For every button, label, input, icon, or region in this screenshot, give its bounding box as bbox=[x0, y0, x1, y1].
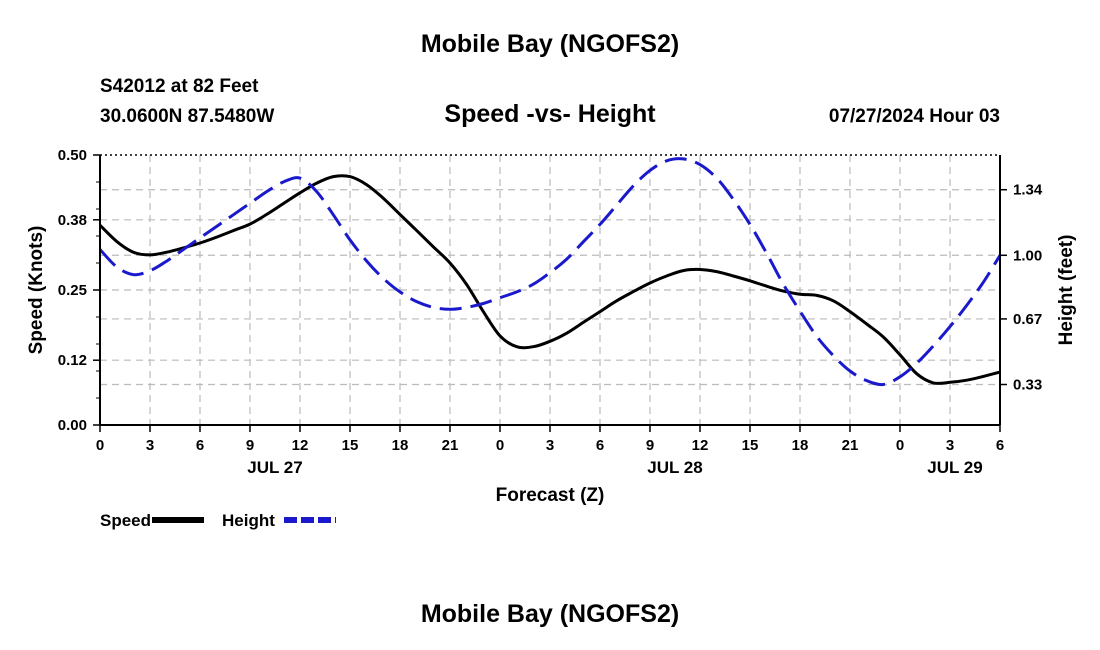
y-left-tick-label: 0.00 bbox=[58, 417, 87, 434]
x-tick-label: 9 bbox=[646, 437, 654, 454]
y-left-tick-label: 0.50 bbox=[58, 147, 87, 164]
y-right-tick-label: 0.67 bbox=[1013, 311, 1042, 328]
y-right-tick-label: 0.33 bbox=[1013, 377, 1042, 394]
series-layer bbox=[98, 157, 1002, 387]
x-tick-label: 21 bbox=[442, 437, 459, 454]
y-right-tick-label: 1.00 bbox=[1013, 247, 1042, 264]
grid bbox=[100, 155, 1000, 425]
x-tick-label: 15 bbox=[342, 437, 359, 454]
x-tick-label: 3 bbox=[546, 437, 554, 454]
x-tick-label: 0 bbox=[896, 437, 904, 454]
y-left-tick-label: 0.38 bbox=[58, 212, 87, 229]
y-left-tick-label: 0.12 bbox=[58, 352, 87, 369]
x-tick-label: 12 bbox=[692, 437, 709, 454]
legend-label-speed: Speed bbox=[100, 511, 151, 530]
y-left-tick-label: 0.25 bbox=[58, 282, 87, 299]
station-label: S42012 at 82 Feet bbox=[100, 76, 259, 97]
chart-title: Mobile Bay (NGOFS2) bbox=[420, 30, 680, 58]
x-tick-label: 3 bbox=[146, 437, 154, 454]
footer-title: Mobile Bay (NGOFS2) bbox=[420, 600, 680, 628]
datetime-label: 07/27/2024 Hour 03 bbox=[828, 106, 1000, 127]
x-tick-label: 18 bbox=[792, 437, 809, 454]
x-tick-label: 9 bbox=[246, 437, 254, 454]
legend-label-height: Height bbox=[222, 511, 275, 530]
x-tick-label: 12 bbox=[292, 437, 309, 454]
x-date-label: JUL 27 bbox=[247, 458, 302, 477]
x-tick-label: 15 bbox=[742, 437, 759, 454]
x-tick-label: 21 bbox=[842, 437, 859, 454]
x-tick-label: 18 bbox=[392, 437, 409, 454]
x-date-label: JUL 28 bbox=[647, 458, 702, 477]
axes: 0 3 6 9 12 15 18 21 0 3 6 9 12 15 18 21 0 3 6 JUL 27 JUL 28 J… bbox=[26, 147, 1077, 506]
y-right-tick-label: 1.34 bbox=[1013, 182, 1043, 199]
x-tick-label: 3 bbox=[946, 437, 954, 454]
series-line-height bbox=[98, 157, 1002, 387]
legend: Speed Height bbox=[100, 511, 336, 530]
y-left-axis-title: Speed (Knots) bbox=[26, 226, 47, 355]
x-date-label: JUL 29 bbox=[927, 458, 982, 477]
x-tick-label: 0 bbox=[96, 437, 104, 454]
x-axis-title: Forecast (Z) bbox=[496, 485, 605, 506]
x-tick-label: 6 bbox=[996, 437, 1004, 454]
x-tick-label: 6 bbox=[596, 437, 604, 454]
coordinates-label: 30.0600N 87.5480W bbox=[100, 106, 275, 127]
series-line-speed bbox=[98, 174, 1001, 385]
x-tick-label: 6 bbox=[196, 437, 204, 454]
y-right-axis-title: Height (feet) bbox=[1056, 235, 1077, 346]
x-tick-label: 0 bbox=[496, 437, 504, 454]
chart-subtitle: Speed -vs- Height bbox=[444, 100, 656, 128]
